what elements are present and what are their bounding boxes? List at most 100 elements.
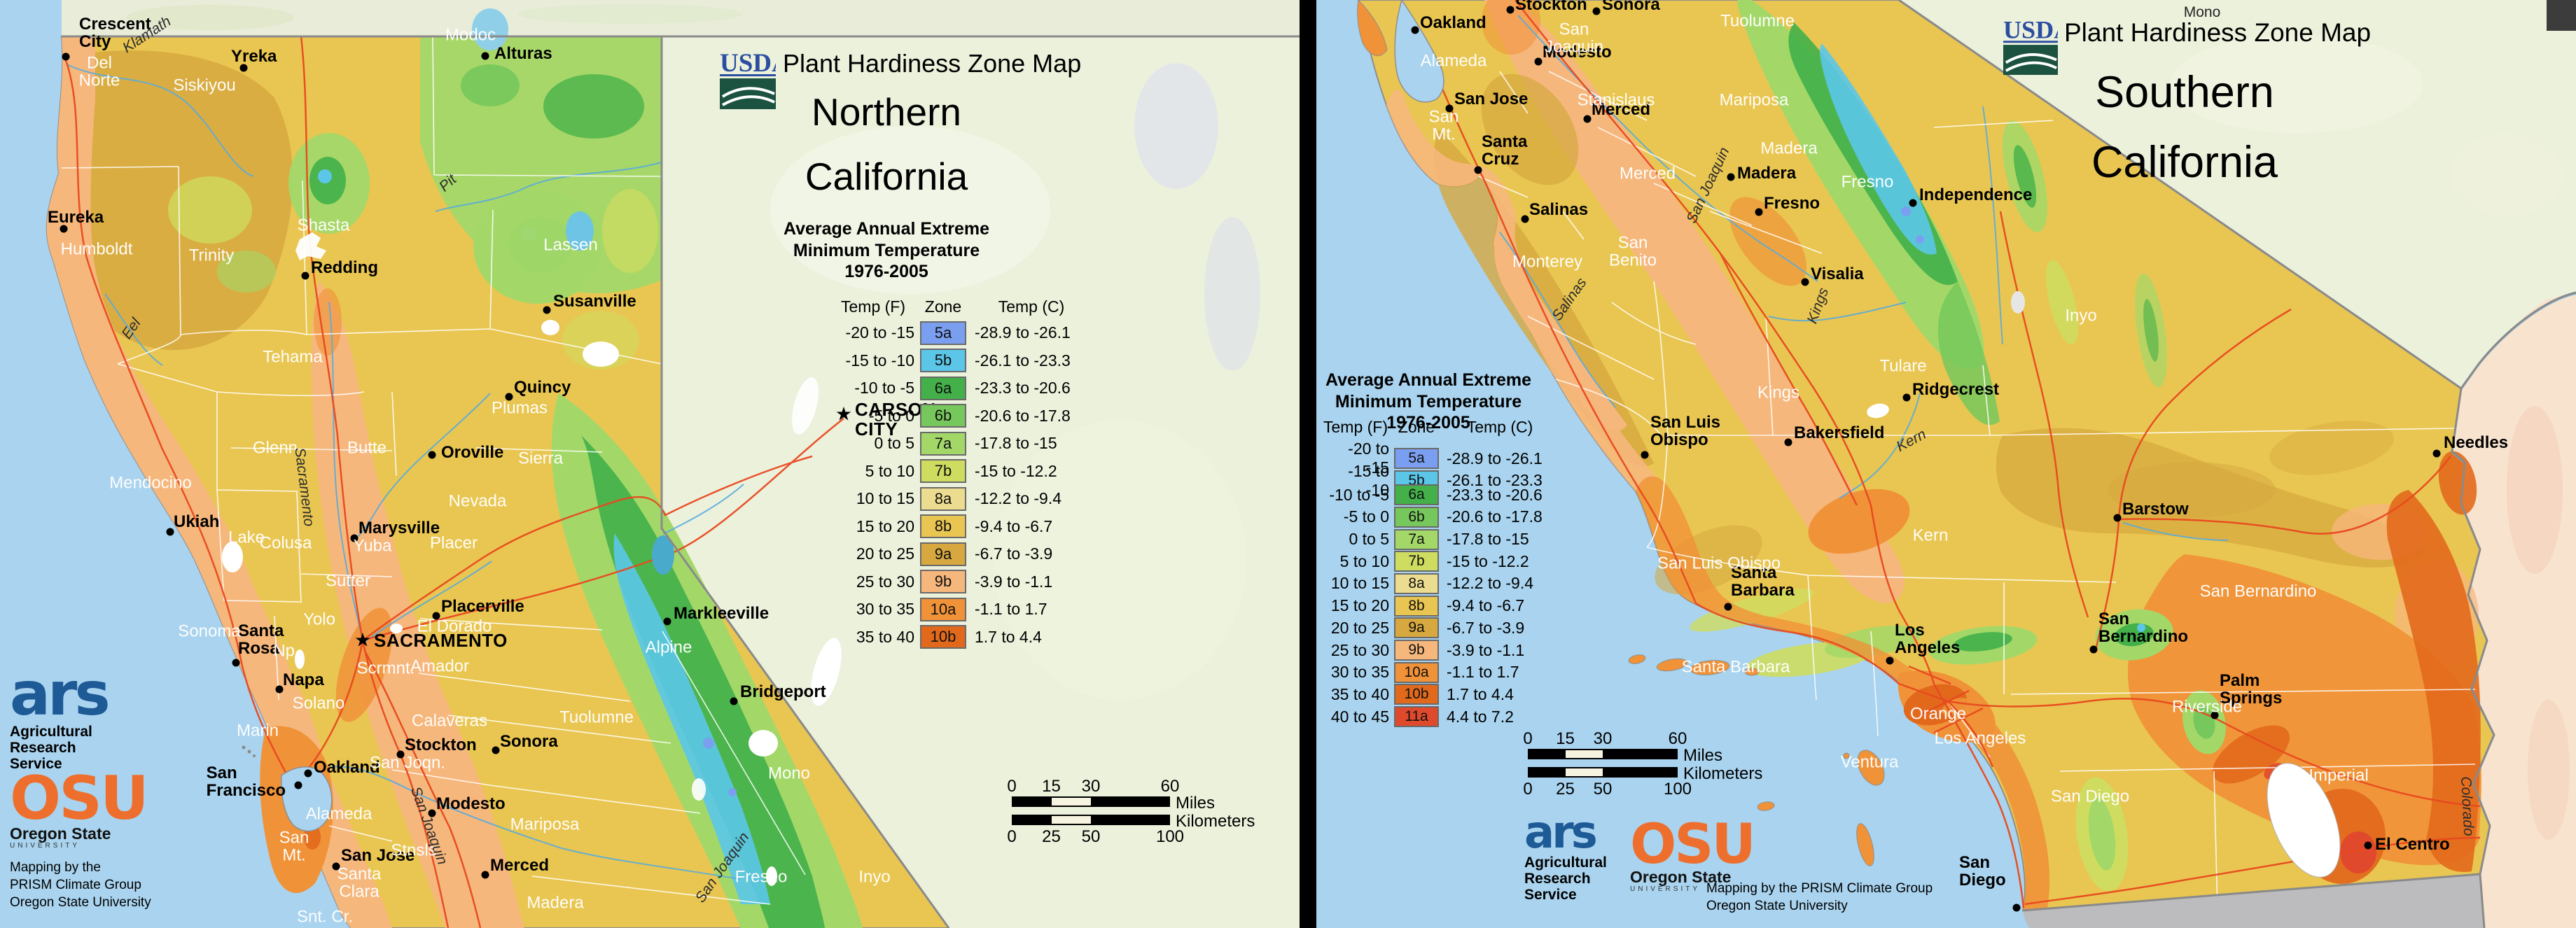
legend-temp-f: 0 to 5 [874, 434, 914, 453]
county-label: Glenn [252, 438, 298, 458]
city-label: Oroville [441, 443, 504, 462]
legend-row: 5 to 10 7b -15 to -12.2 [1322, 550, 1556, 572]
city-dot [1411, 26, 1419, 34]
city-dot [2432, 449, 2441, 458]
city-label: San Jose [1454, 90, 1529, 108]
city-dot [492, 746, 500, 754]
scalebar-tick: 60 [1160, 777, 1180, 796]
county-label: Fresno [1841, 172, 1894, 192]
city-dot [1592, 7, 1601, 15]
region-title-line2: California [2091, 138, 2278, 187]
legend-row: 35 to 40 10b 1.7 to 4.4 [832, 624, 1091, 652]
city-label: Modesto [436, 794, 506, 813]
county-label: Sonoma [178, 621, 241, 641]
legend-temp-c: -12.2 to -9.4 [1447, 574, 1534, 593]
legend-row: 30 to 35 10a -1.1 to 1.7 [832, 596, 1091, 624]
legend-temp-c: -23.3 to -20.6 [1447, 485, 1543, 504]
city-dot [1909, 199, 1917, 207]
terrain-map-north [46, 0, 1300, 928]
legend-temp-c: -23.3 to -20.6 [975, 379, 1071, 398]
legend-swatch: 9a [920, 542, 966, 566]
city-dot [2089, 645, 2098, 654]
legend-swatch: 10b [1394, 684, 1439, 705]
usda-logo: USDA [2003, 15, 2072, 80]
legend-temp-f: 25 to 30 [1330, 640, 1389, 659]
legend-row: -10 to -5 6a -23.3 to -20.6 [1322, 484, 1556, 506]
river-label: Salinas [1549, 274, 1590, 324]
city-dot [396, 750, 405, 759]
legend-temp-f: 25 to 30 [856, 572, 914, 591]
legend-swatch: 10b [920, 625, 966, 649]
legend-swatch: 9a [1394, 617, 1439, 639]
river-label: Colorado [2457, 775, 2477, 837]
scalebar-tick: 15 [1556, 729, 1575, 748]
legend-swatch: 10a [920, 597, 966, 621]
legend-swatch: 9b [1394, 640, 1439, 661]
legend-temp-f: -5 to 0 [1343, 507, 1389, 526]
county-label: Scrmnt. [356, 659, 415, 678]
ars-logo: ars [10, 659, 111, 729]
legend-title: Average Annual Extreme Minimum Temperatu… [1325, 370, 1532, 433]
legend-row: -5 to 0 6b -20.6 to -17.8 [832, 402, 1091, 430]
scalebar-kilometers [1012, 815, 1170, 825]
city-label: San Diego [1959, 853, 2006, 890]
legend-temp-f: 5 to 10 [1339, 551, 1389, 570]
legend-row: 25 to 30 9b -3.9 to -1.1 [832, 568, 1091, 596]
map-header-title: Plant Hardiness Zone Map [783, 49, 1082, 78]
scalebar: 0 15 30 60 Miles Kilometers 0 25 50 100 [1523, 729, 1790, 799]
county-label: Alameda [1420, 51, 1487, 71]
county-label: Yolo [303, 610, 335, 629]
county-label: Yuba [353, 536, 392, 556]
city-label: Marysville [358, 519, 440, 537]
county-label: Modoc [445, 25, 496, 45]
legend-row: 0 to 5 7a -17.8 to -15 [1322, 528, 1556, 551]
legend-row: 20 to 25 9a -6.7 to -3.9 [832, 540, 1091, 568]
city-label: Modesto [1543, 43, 1612, 62]
city-dot [1506, 6, 1515, 14]
legend-swatch: 5a [1394, 448, 1439, 469]
city-dot [1755, 208, 1763, 216]
legend-temp-c: -15 to -12.2 [1447, 551, 1529, 570]
mapping-credit: Mapping by the PRISM Climate Group Orego… [1706, 881, 1933, 913]
city-label: Napa [283, 670, 324, 689]
legend-row: 10 to 15 8a -12.2 to -9.4 [832, 485, 1091, 513]
scalebar-tick: 30 [1081, 777, 1101, 796]
city-dot [1534, 57, 1543, 66]
legend-row: 30 to 35 10a -1.1 to 1.7 [1322, 661, 1556, 684]
city-dot [428, 809, 436, 817]
city-label: Stockton [1515, 0, 1587, 14]
city-label: Independence [1919, 185, 2033, 204]
legend-swatch: 6b [1394, 506, 1439, 528]
city-label: Merced [490, 856, 550, 875]
legend-swatch: 9b [920, 570, 966, 594]
city-dot [60, 225, 68, 233]
city-label: Stockton [405, 736, 477, 754]
scalebar-unit-label: Kilometers [1683, 764, 1763, 783]
city-dot [301, 272, 309, 280]
legend-temp-f: -15 to -10 [845, 351, 914, 370]
county-label: Sutter [325, 571, 371, 591]
city-label: Eureka [48, 208, 104, 227]
city-label: Palm Springs [2220, 671, 2283, 708]
river-label: Eel [118, 315, 144, 342]
map-header-title: Plant Hardiness Zone Map [2064, 18, 2372, 47]
legend-col-zone: Zone [924, 297, 962, 316]
legend-row: 15 to 20 8b -9.4 to -6.7 [1322, 595, 1556, 617]
county-label: El Dorado [417, 617, 492, 636]
osu-university: UNIVERSITY [10, 842, 81, 850]
legend-temp-f: -5 to 0 [868, 406, 914, 425]
city-dot [505, 393, 513, 401]
city-dot [1784, 438, 1792, 447]
county-label: Tuolumne [1720, 11, 1795, 31]
county-label: Nevada [448, 491, 507, 511]
legend-temp-f: 20 to 25 [856, 544, 914, 563]
city-dot [481, 871, 489, 879]
county-label: Inyo [2065, 306, 2097, 325]
county-label: Alameda [305, 804, 373, 824]
credits-block: ars Agricultural Research Service OSU Or… [10, 659, 151, 911]
city-label: San Luis Obispo [1650, 413, 1721, 450]
osu-credit-block: OSU Oregon State UNIVERSITY [1630, 817, 1756, 893]
legend-temp-f: 15 to 20 [856, 516, 914, 535]
city-label: Alturas [494, 44, 552, 63]
legend-temp-c: -6.7 to -3.9 [1447, 618, 1525, 637]
